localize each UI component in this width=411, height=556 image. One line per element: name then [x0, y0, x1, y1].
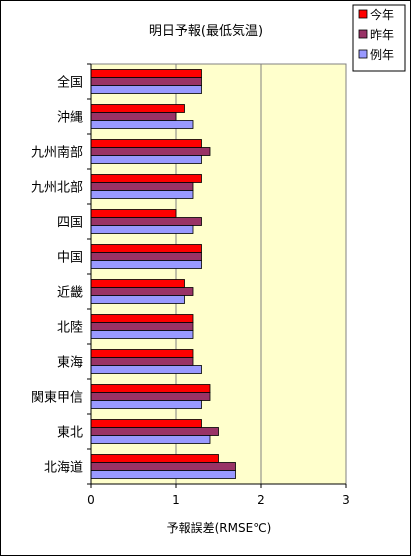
bar-昨年-近畿: [90, 287, 194, 296]
x-axis-label: 予報誤差(RMSE℃): [167, 520, 272, 535]
bar-昨年-関東甲信: [90, 392, 211, 401]
bar-例年-東北: [90, 435, 211, 444]
bar-今年-四国: [90, 209, 177, 218]
bar-今年-東海: [90, 349, 194, 358]
bar-例年-近畿: [90, 295, 185, 304]
bar-昨年-中国: [90, 252, 202, 261]
bar-昨年-九州北部: [90, 182, 194, 191]
bar-今年-東北: [90, 419, 202, 428]
y-tick-label: 関東甲信: [31, 390, 83, 406]
y-tick-label: 九州南部: [31, 145, 83, 161]
y-tick-label: 中国: [57, 251, 83, 266]
y-tick-label: 全国: [57, 75, 83, 91]
y-tick-label: 九州北部: [31, 181, 83, 196]
x-tick-label: 2: [257, 493, 265, 507]
bar-昨年-九州南部: [90, 147, 211, 156]
bar-例年-関東甲信: [90, 400, 202, 409]
y-tick-label: 北海道: [44, 461, 83, 476]
legend-swatch: [358, 29, 368, 39]
bar-例年-沖縄: [90, 120, 194, 129]
bar-今年-北陸: [90, 314, 194, 323]
y-tick-label: 近畿: [57, 286, 83, 301]
bar-例年-九州北部: [90, 190, 194, 199]
bar-例年-全国: [90, 85, 202, 94]
bar-例年-九州南部: [90, 155, 202, 164]
bar-昨年-東海: [90, 357, 194, 366]
plot-area: [90, 63, 347, 485]
bar-例年-北陸: [90, 330, 194, 339]
bar-今年-沖縄: [90, 104, 185, 113]
bar-例年-中国: [90, 260, 202, 269]
bar-昨年-全国: [90, 77, 202, 86]
bar-今年-中国: [90, 244, 202, 253]
bar-今年-近畿: [90, 279, 185, 288]
bar-昨年-沖縄: [90, 112, 177, 121]
bar-例年-北海道: [90, 470, 236, 479]
bar-昨年-東北: [90, 427, 219, 436]
legend-label: 今年: [370, 7, 394, 22]
x-tick-label: 3: [342, 493, 350, 507]
bar-今年-全国: [90, 69, 202, 78]
y-tick-label: 東海: [57, 355, 83, 371]
y-tick-label: 沖縄: [57, 111, 83, 126]
bar-昨年-北海道: [90, 462, 236, 471]
chart-title: 明日予報(最低気温): [149, 23, 263, 39]
legend-label: 例年: [370, 48, 394, 62]
bar-今年-北海道: [90, 454, 219, 463]
bar-今年-九州南部: [90, 139, 202, 148]
bar-例年-四国: [90, 225, 194, 234]
x-tick-label: 0: [87, 493, 95, 507]
bar-今年-九州北部: [90, 174, 202, 183]
y-tick-label: 東北: [57, 425, 83, 441]
y-tick-label: 四国: [57, 216, 83, 231]
legend-label: 昨年: [370, 28, 394, 42]
bar-今年-関東甲信: [90, 384, 211, 393]
legend-swatch: [358, 49, 368, 59]
y-tick-label: 北陸: [57, 320, 83, 336]
bar-昨年-北陸: [90, 322, 194, 331]
legend-swatch: [358, 9, 368, 19]
bar-例年-東海: [90, 365, 202, 374]
x-tick-label: 1: [172, 493, 180, 507]
bar-昨年-四国: [90, 217, 202, 226]
